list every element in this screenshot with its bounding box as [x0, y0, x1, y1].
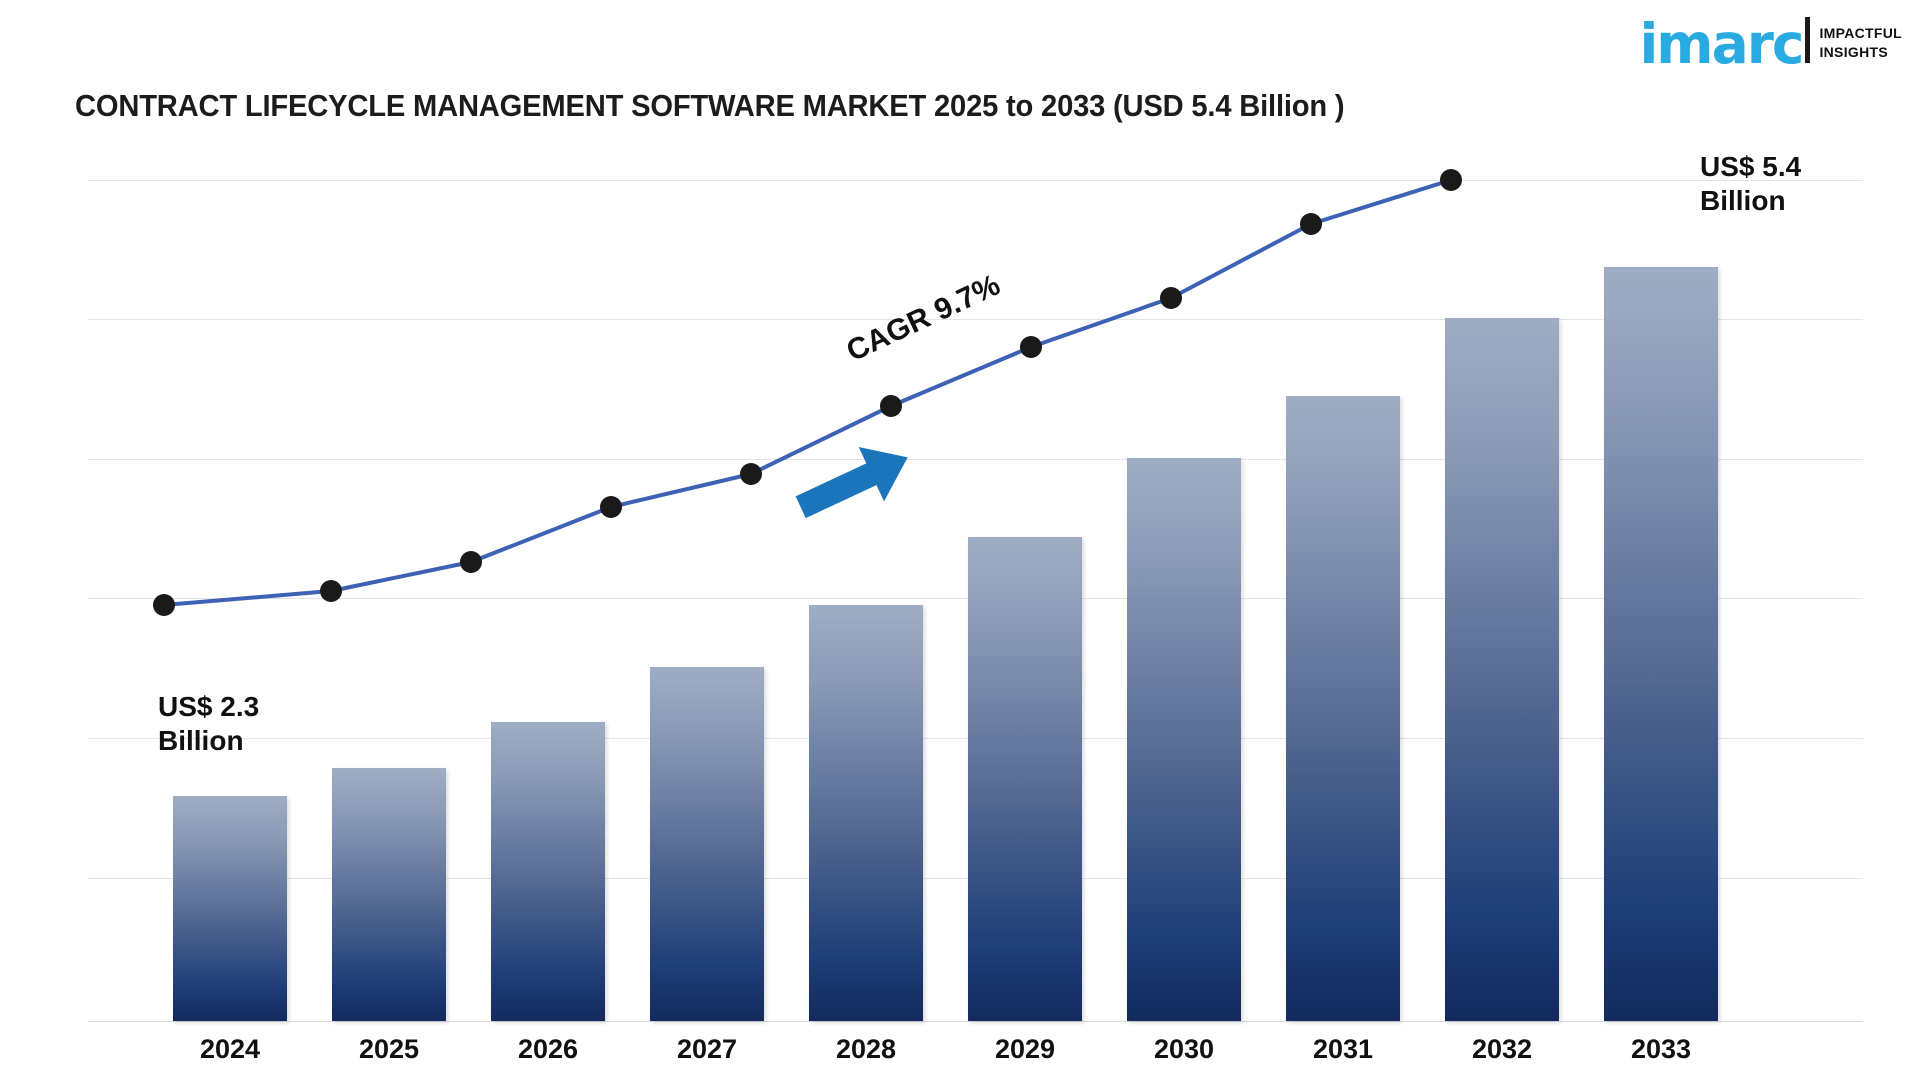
bar-2026	[491, 722, 605, 1021]
bar-2024	[173, 796, 287, 1021]
logo-tagline: IMPACTFUL INSIGHTS	[1819, 24, 1902, 66]
logo-mark: imarc IMPACTFUL INSIGHTS	[1639, 12, 1902, 77]
chart-plot-area: 2024 2025 2026 2027 2028 2029 2030 2031 2032 2033…	[88, 150, 1863, 1064]
start-value-line-2: Billion	[158, 725, 244, 757]
bar-2032	[1445, 318, 1559, 1021]
x-axis-label-2031: 2031	[1312, 1034, 1374, 1064]
x-axis-label-2030: 2030	[1153, 1034, 1215, 1064]
end-value-label: US$ 5.4 Billion	[1700, 150, 1801, 218]
bar-2033	[1604, 267, 1718, 1021]
logo-tagline-line-1: IMPACTFUL	[1819, 24, 1902, 41]
x-axis-label-2024: 2024	[199, 1034, 261, 1064]
x-axis-label-2028: 2028	[835, 1034, 897, 1064]
x-axis-label-2032: 2032	[1471, 1034, 1533, 1064]
x-axis-line	[88, 1021, 1863, 1022]
imarc-logo: imarc IMPACTFUL INSIGHTS	[1639, 8, 1902, 77]
bar-2028	[809, 605, 923, 1021]
x-axis-label-2026: 2026	[517, 1034, 579, 1064]
x-axis-label-2027: 2027	[676, 1034, 738, 1064]
logo-divider-icon	[1805, 16, 1811, 63]
start-value-label: US$ 2.3 Billion	[158, 690, 259, 758]
start-value-line-1: US$ 2.3	[158, 691, 260, 722]
x-axis-label-2029: 2029	[994, 1034, 1056, 1064]
x-axis-labels: 2024 2025 2026 2027 2028 2029 2030 2031 2032 2033	[88, 150, 1863, 1064]
logo-wordmark: imarc	[1639, 12, 1804, 77]
page-title: CONTRACT LIFECYCLE MANAGEMENT SOFTWARE M…	[75, 88, 1345, 123]
bar-2029	[968, 537, 1082, 1021]
logo-tagline-line-2: INSIGHTS	[1819, 43, 1888, 60]
x-axis-label-2033: 2033	[1630, 1034, 1692, 1064]
bar-2025	[332, 768, 446, 1021]
end-value-line-1: US$ 5.4	[1700, 151, 1802, 182]
x-axis-label-2025: 2025	[358, 1034, 420, 1064]
bar-2027	[650, 667, 764, 1021]
end-value-line-2: Billion	[1700, 185, 1786, 217]
